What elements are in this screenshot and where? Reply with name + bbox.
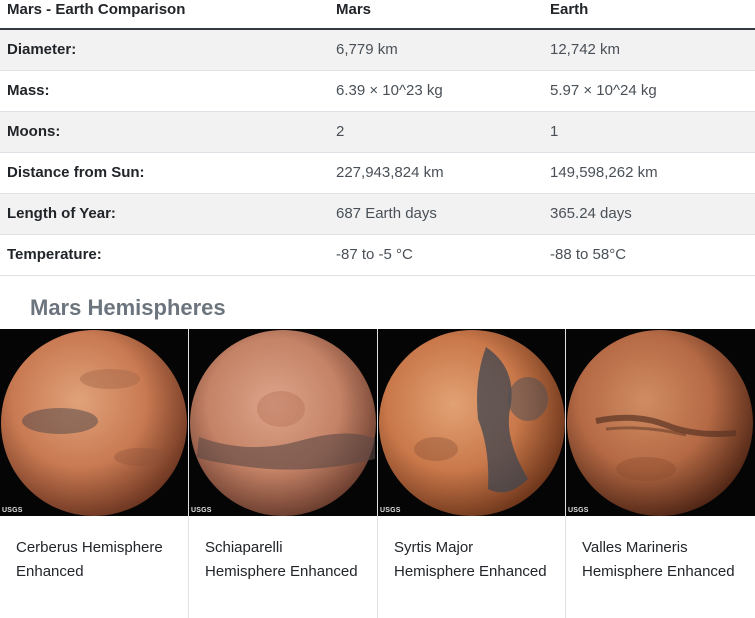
earth-value: 1 — [550, 111, 755, 153]
earth-value: 365.24 days — [550, 193, 755, 235]
hemisphere-image[interactable]: USGS — [0, 329, 188, 516]
table-row-distance: Distance from Sun: 227,943,824 km 149,59… — [0, 152, 755, 194]
hemisphere-card-schiaparelli[interactable]: USGS Schiaparelli Hemisphere Enhanced — [189, 329, 378, 618]
hemisphere-caption[interactable]: Valles Marineris Hemisphere Enhanced — [582, 539, 735, 580]
mars-value: 6,779 km — [336, 29, 550, 71]
row-label: Mass: — [0, 70, 336, 112]
hemisphere-card-valles-marineris[interactable]: USGS Valles Marineris Hemisphere Enhance… — [566, 329, 755, 618]
hemisphere-caption[interactable]: Cerberus Hemisphere Enhanced — [16, 539, 163, 580]
table-row-diameter: Diameter: 6,779 km 12,742 km — [0, 29, 755, 71]
table-row-temperature: Temperature: -87 to -5 °C -88 to 58°C — [0, 234, 755, 276]
earth-value: 149,598,262 km — [550, 152, 755, 194]
mars-value: 687 Earth days — [336, 193, 550, 235]
row-label: Moons: — [0, 111, 336, 153]
hemisphere-image[interactable]: USGS — [378, 329, 565, 516]
mars-value: 227,943,824 km — [336, 152, 550, 194]
earth-value: -88 to 58°C — [550, 234, 755, 276]
hemispheres-title: Mars Hemispheres — [30, 295, 226, 320]
mars-value: -87 to -5 °C — [336, 234, 550, 276]
mars-value: 6.39 × 10^23 kg — [336, 70, 550, 112]
hemisphere-caption[interactable]: Schiaparelli Hemisphere Enhanced — [205, 539, 358, 580]
row-label: Diameter: — [0, 29, 336, 71]
hemisphere-image[interactable]: USGS — [566, 329, 755, 516]
row-label: Distance from Sun: — [0, 152, 336, 194]
mars-value: 2 — [336, 111, 550, 153]
earth-value: 5.97 × 10^24 kg — [550, 70, 755, 112]
earth-value: 12,742 km — [550, 29, 755, 71]
header-earth: Earth — [550, 0, 755, 30]
table-row-moons: Moons: 2 1 — [0, 111, 755, 153]
row-label: Length of Year: — [0, 193, 336, 235]
hemisphere-cards: USGS Cerberus Hemisphere Enhanced — [0, 329, 755, 618]
hemisphere-card-syrtis-major[interactable]: USGS Syrtis Major Hemisphere Enhanced — [378, 329, 566, 618]
usgs-logo: USGS — [191, 507, 212, 514]
hemisphere-image[interactable]: USGS — [189, 329, 377, 516]
hemisphere-caption[interactable]: Syrtis Major Hemisphere Enhanced — [394, 539, 547, 580]
row-label: Temperature: — [0, 234, 336, 276]
mars-earth-comparison-table: Mars - Earth Comparison Mars Earth Diame… — [0, 0, 755, 276]
hemisphere-card-cerberus[interactable]: USGS Cerberus Hemisphere Enhanced — [0, 329, 189, 618]
table-header-row: Mars - Earth Comparison Mars Earth — [0, 0, 755, 30]
table-row-mass: Mass: 6.39 × 10^23 kg 5.97 × 10^24 kg — [0, 70, 755, 112]
header-comparison: Mars - Earth Comparison — [0, 0, 336, 30]
usgs-logo: USGS — [380, 507, 401, 514]
usgs-logo: USGS — [568, 507, 589, 514]
table-row-year: Length of Year: 687 Earth days 365.24 da… — [0, 193, 755, 235]
usgs-logo: USGS — [2, 507, 23, 514]
header-mars: Mars — [336, 0, 550, 30]
